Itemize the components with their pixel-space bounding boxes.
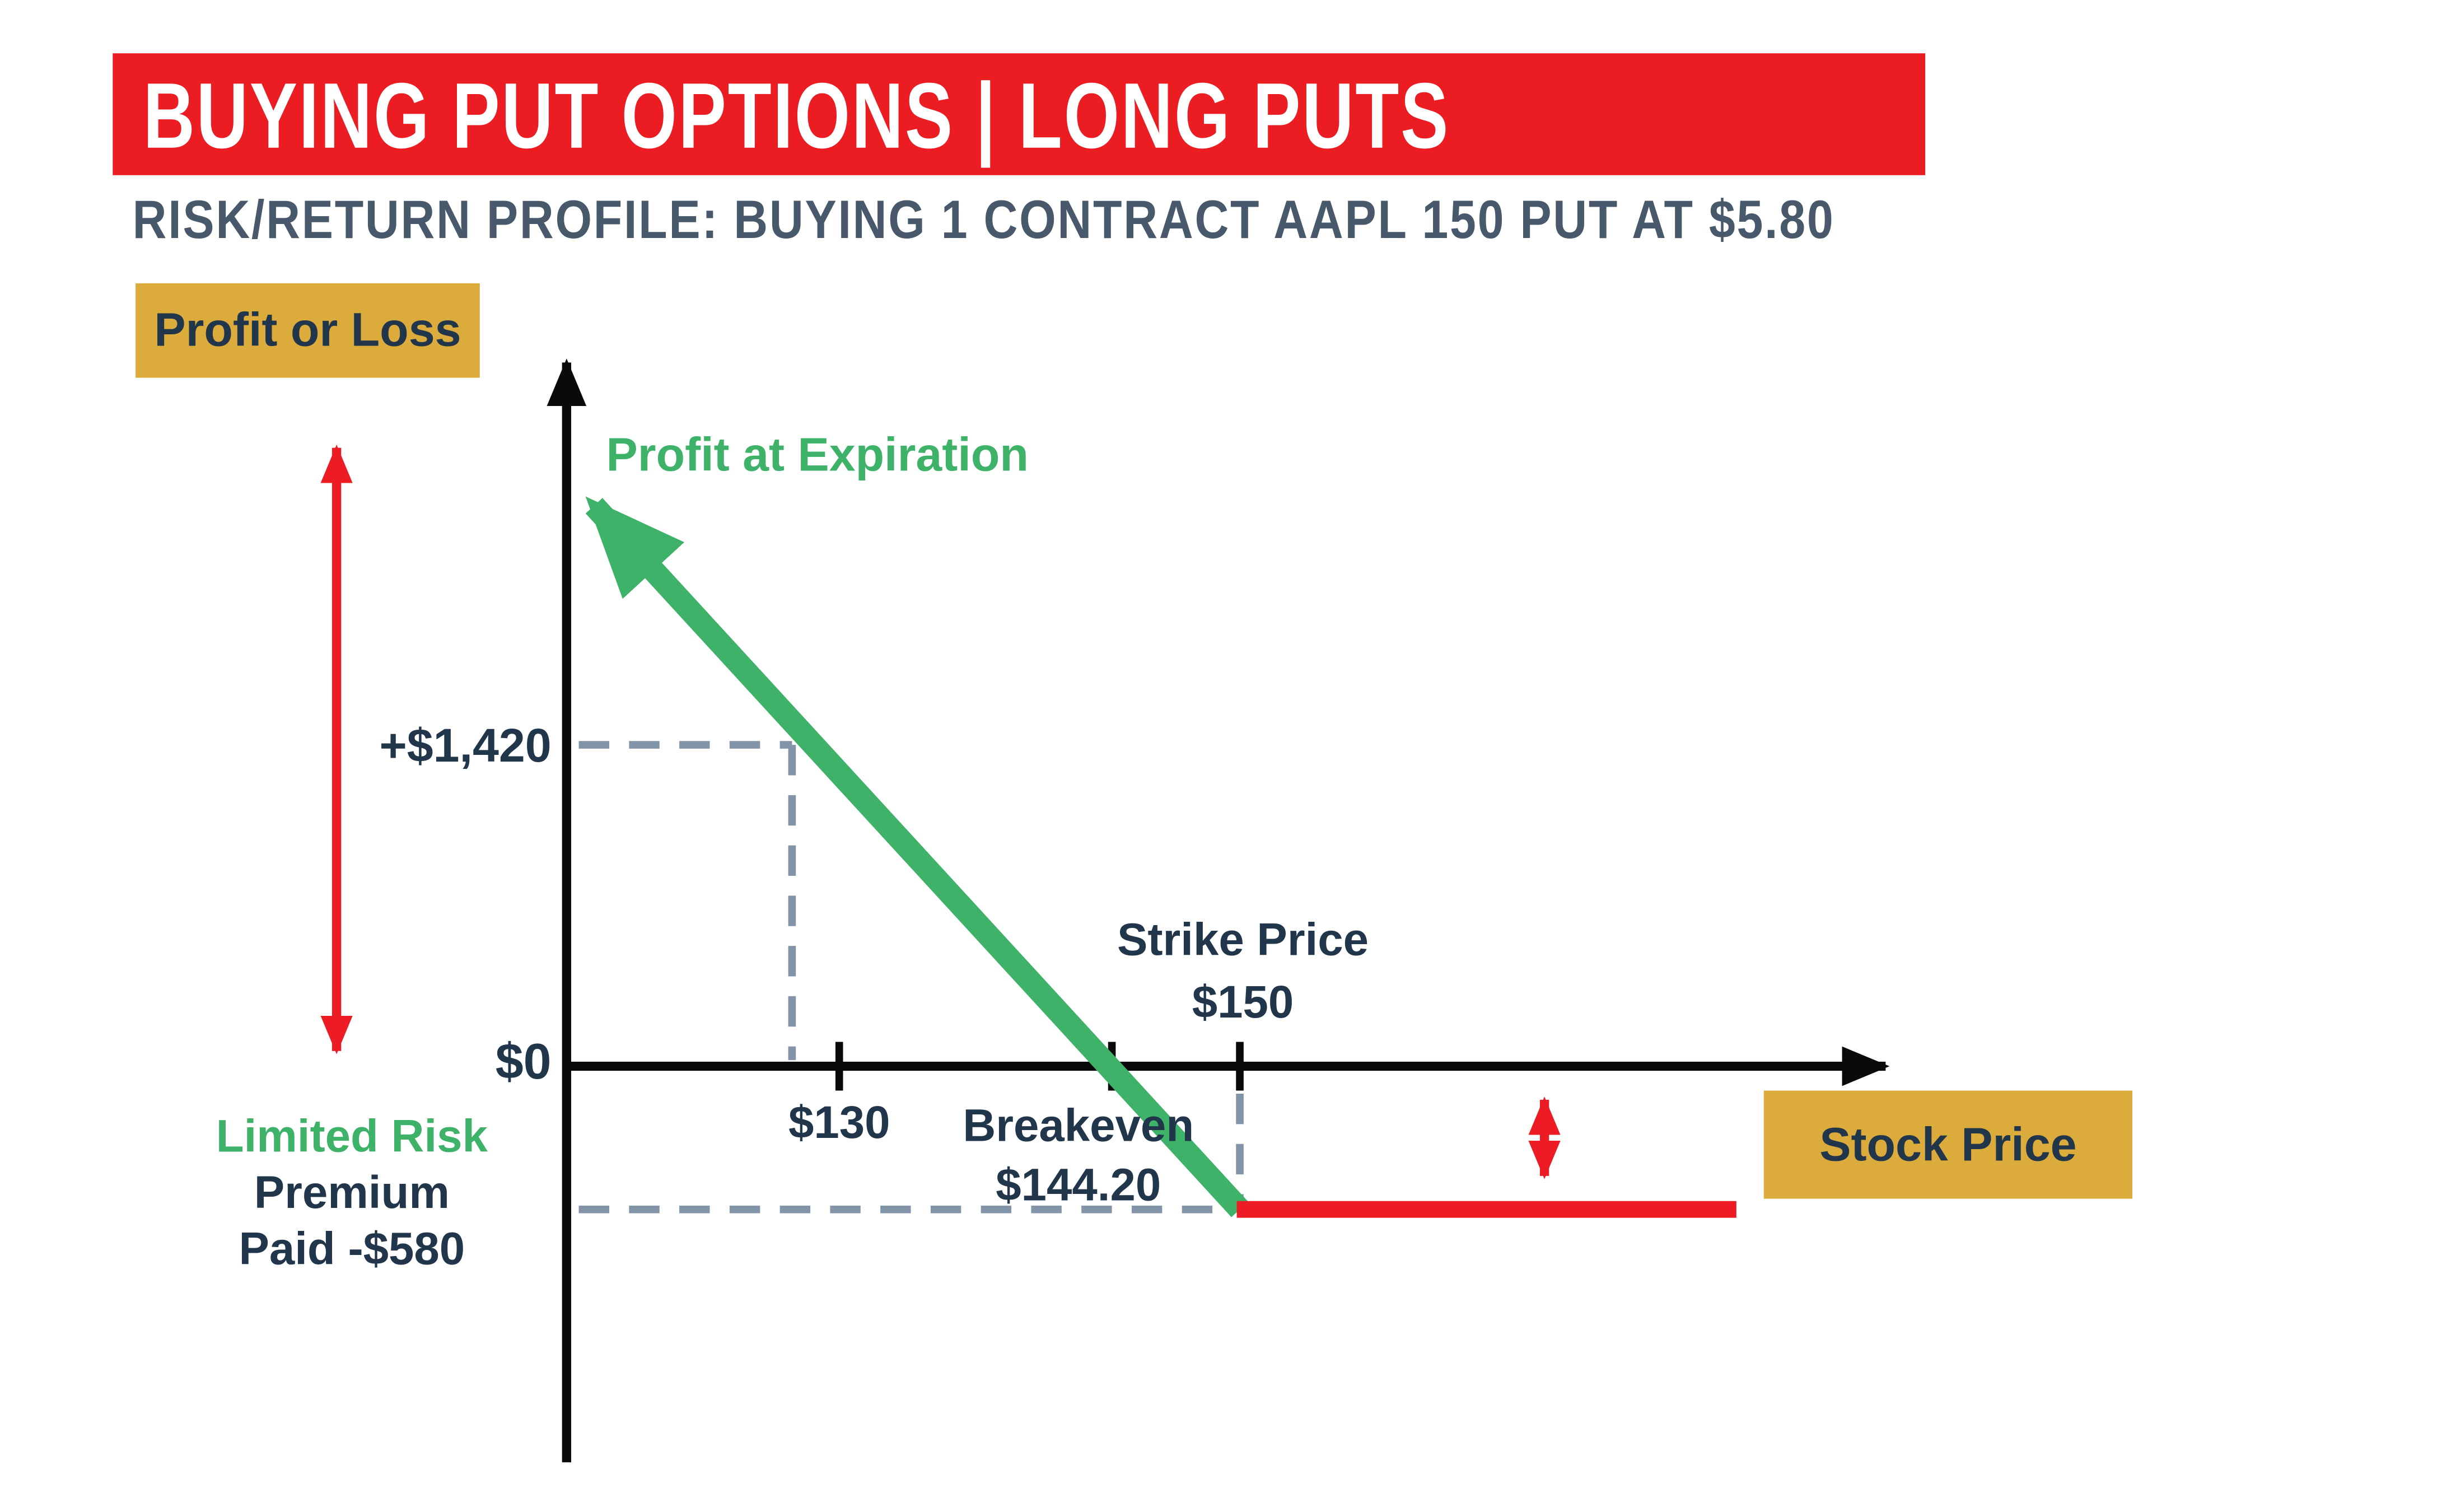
limited-risk-label: Limited Risk Premium Paid -$580 <box>180 1109 524 1278</box>
breakeven-label: Breakeven $144.20 <box>923 1096 1234 1215</box>
title-banner: BUYING PUT OPTIONS | LONG PUTS <box>113 53 1926 175</box>
max-profit-label: +$1,420 <box>379 718 552 773</box>
page-subtitle: RISK/RETURN PROFILE: BUYING 1 CONTRACT A… <box>132 189 1835 250</box>
breakeven-value: $144.20 <box>996 1160 1161 1211</box>
price-130-label: $130 <box>788 1098 890 1149</box>
profit-payoff-line <box>585 496 1249 1217</box>
y-axis-label-box: Profit or Loss <box>136 283 480 378</box>
x-axis-label: Stock Price <box>1819 1117 2077 1171</box>
breakeven-title: Breakeven <box>963 1101 1194 1152</box>
strike-title: Strike Price <box>1117 915 1369 966</box>
page-title: BUYING PUT OPTIONS | LONG PUTS <box>143 62 1450 167</box>
premium-paid-value: Paid -$580 <box>239 1224 465 1275</box>
strike-value: $150 <box>1192 978 1294 1028</box>
y-axis-label: Profit or Loss <box>154 303 461 357</box>
strike-price-label: Strike Price $150 <box>1087 909 1398 1034</box>
x-axis-label-box: Stock Price <box>1763 1090 2132 1199</box>
limited-risk-title: Limited Risk <box>216 1112 488 1163</box>
profit-line-label: Profit at Expiration <box>606 428 1029 482</box>
premium-word: Premium <box>254 1168 450 1219</box>
zero-label: $0 <box>495 1033 552 1089</box>
